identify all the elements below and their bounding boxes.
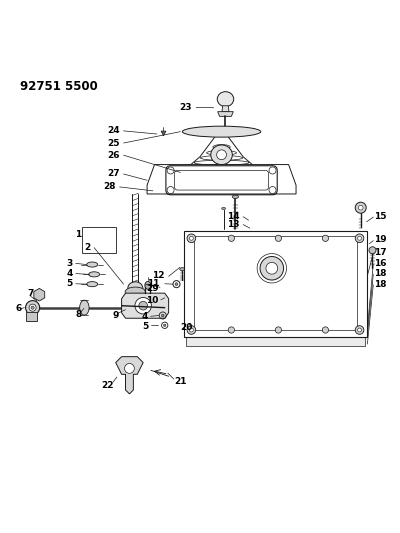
Ellipse shape (275, 235, 282, 241)
Bar (26, 312, 37, 321)
Ellipse shape (355, 326, 364, 334)
Ellipse shape (190, 328, 193, 332)
Text: 18: 18 (374, 269, 387, 278)
Text: 4: 4 (66, 269, 73, 278)
Ellipse shape (164, 324, 166, 327)
Text: 1: 1 (74, 230, 81, 239)
Text: 3: 3 (66, 259, 73, 268)
Text: 15: 15 (374, 212, 387, 221)
Ellipse shape (358, 236, 362, 240)
Ellipse shape (175, 283, 178, 286)
Ellipse shape (256, 168, 265, 177)
Ellipse shape (145, 281, 151, 289)
Ellipse shape (161, 314, 164, 317)
Text: 11: 11 (148, 279, 160, 288)
Ellipse shape (190, 236, 193, 240)
Text: 5: 5 (142, 321, 148, 330)
Text: 18: 18 (374, 280, 387, 289)
Ellipse shape (87, 281, 98, 287)
Ellipse shape (124, 364, 134, 373)
Text: 10: 10 (146, 296, 159, 305)
Ellipse shape (31, 306, 34, 309)
Text: 22: 22 (102, 381, 114, 390)
Ellipse shape (128, 282, 143, 294)
Text: 6: 6 (16, 304, 22, 313)
Ellipse shape (217, 92, 234, 107)
Text: 23: 23 (180, 103, 192, 112)
Polygon shape (147, 165, 296, 194)
Text: 2: 2 (84, 243, 90, 252)
Text: 21: 21 (174, 377, 187, 386)
Polygon shape (116, 357, 143, 394)
Ellipse shape (322, 235, 328, 241)
Polygon shape (222, 106, 229, 111)
Ellipse shape (26, 301, 40, 314)
Ellipse shape (322, 327, 328, 333)
Ellipse shape (269, 167, 276, 174)
Text: 5: 5 (66, 279, 73, 288)
Text: 12: 12 (152, 271, 165, 280)
Polygon shape (184, 133, 259, 174)
Ellipse shape (80, 300, 89, 315)
Ellipse shape (228, 327, 234, 333)
Text: 13: 13 (227, 220, 239, 229)
Ellipse shape (369, 247, 376, 254)
Bar (184, 231, 367, 337)
Text: 27: 27 (107, 169, 120, 179)
Text: 17: 17 (374, 248, 387, 257)
Text: 16: 16 (374, 259, 387, 268)
Ellipse shape (87, 262, 98, 267)
Ellipse shape (167, 167, 174, 174)
Text: 14: 14 (226, 212, 239, 221)
Bar (188, 232, 363, 342)
Text: 9: 9 (112, 311, 119, 320)
Ellipse shape (182, 126, 261, 137)
Bar (194, 236, 357, 330)
Ellipse shape (222, 207, 226, 209)
Ellipse shape (217, 150, 226, 160)
Ellipse shape (269, 187, 276, 193)
Ellipse shape (178, 168, 187, 177)
Text: 25: 25 (107, 139, 120, 148)
Text: 8: 8 (75, 310, 82, 319)
Ellipse shape (211, 145, 232, 165)
Text: 4: 4 (142, 312, 148, 321)
Polygon shape (122, 293, 169, 318)
Ellipse shape (180, 268, 185, 271)
Ellipse shape (139, 301, 148, 310)
Ellipse shape (125, 287, 146, 297)
Ellipse shape (89, 272, 100, 277)
Ellipse shape (187, 234, 196, 243)
Text: 29: 29 (146, 284, 159, 293)
Text: 7: 7 (28, 289, 34, 297)
Ellipse shape (355, 202, 366, 213)
Ellipse shape (260, 256, 284, 280)
Bar (186, 233, 365, 346)
Text: 19: 19 (374, 236, 387, 244)
Ellipse shape (228, 235, 234, 241)
Polygon shape (34, 288, 45, 301)
Ellipse shape (358, 205, 363, 210)
Ellipse shape (355, 234, 364, 243)
Ellipse shape (266, 262, 278, 274)
Text: 24: 24 (107, 126, 120, 135)
Polygon shape (218, 111, 233, 116)
Ellipse shape (135, 297, 151, 314)
Bar (206, 235, 345, 313)
Bar (82, 227, 116, 253)
Ellipse shape (232, 195, 238, 198)
Ellipse shape (187, 326, 196, 334)
Ellipse shape (167, 187, 174, 193)
Text: 20: 20 (180, 323, 192, 332)
Ellipse shape (358, 328, 362, 332)
Text: 26: 26 (107, 151, 120, 160)
Text: 92751 5500: 92751 5500 (20, 80, 98, 93)
Ellipse shape (275, 327, 282, 333)
Ellipse shape (167, 165, 276, 180)
Ellipse shape (29, 304, 36, 311)
Text: 28: 28 (103, 182, 116, 191)
